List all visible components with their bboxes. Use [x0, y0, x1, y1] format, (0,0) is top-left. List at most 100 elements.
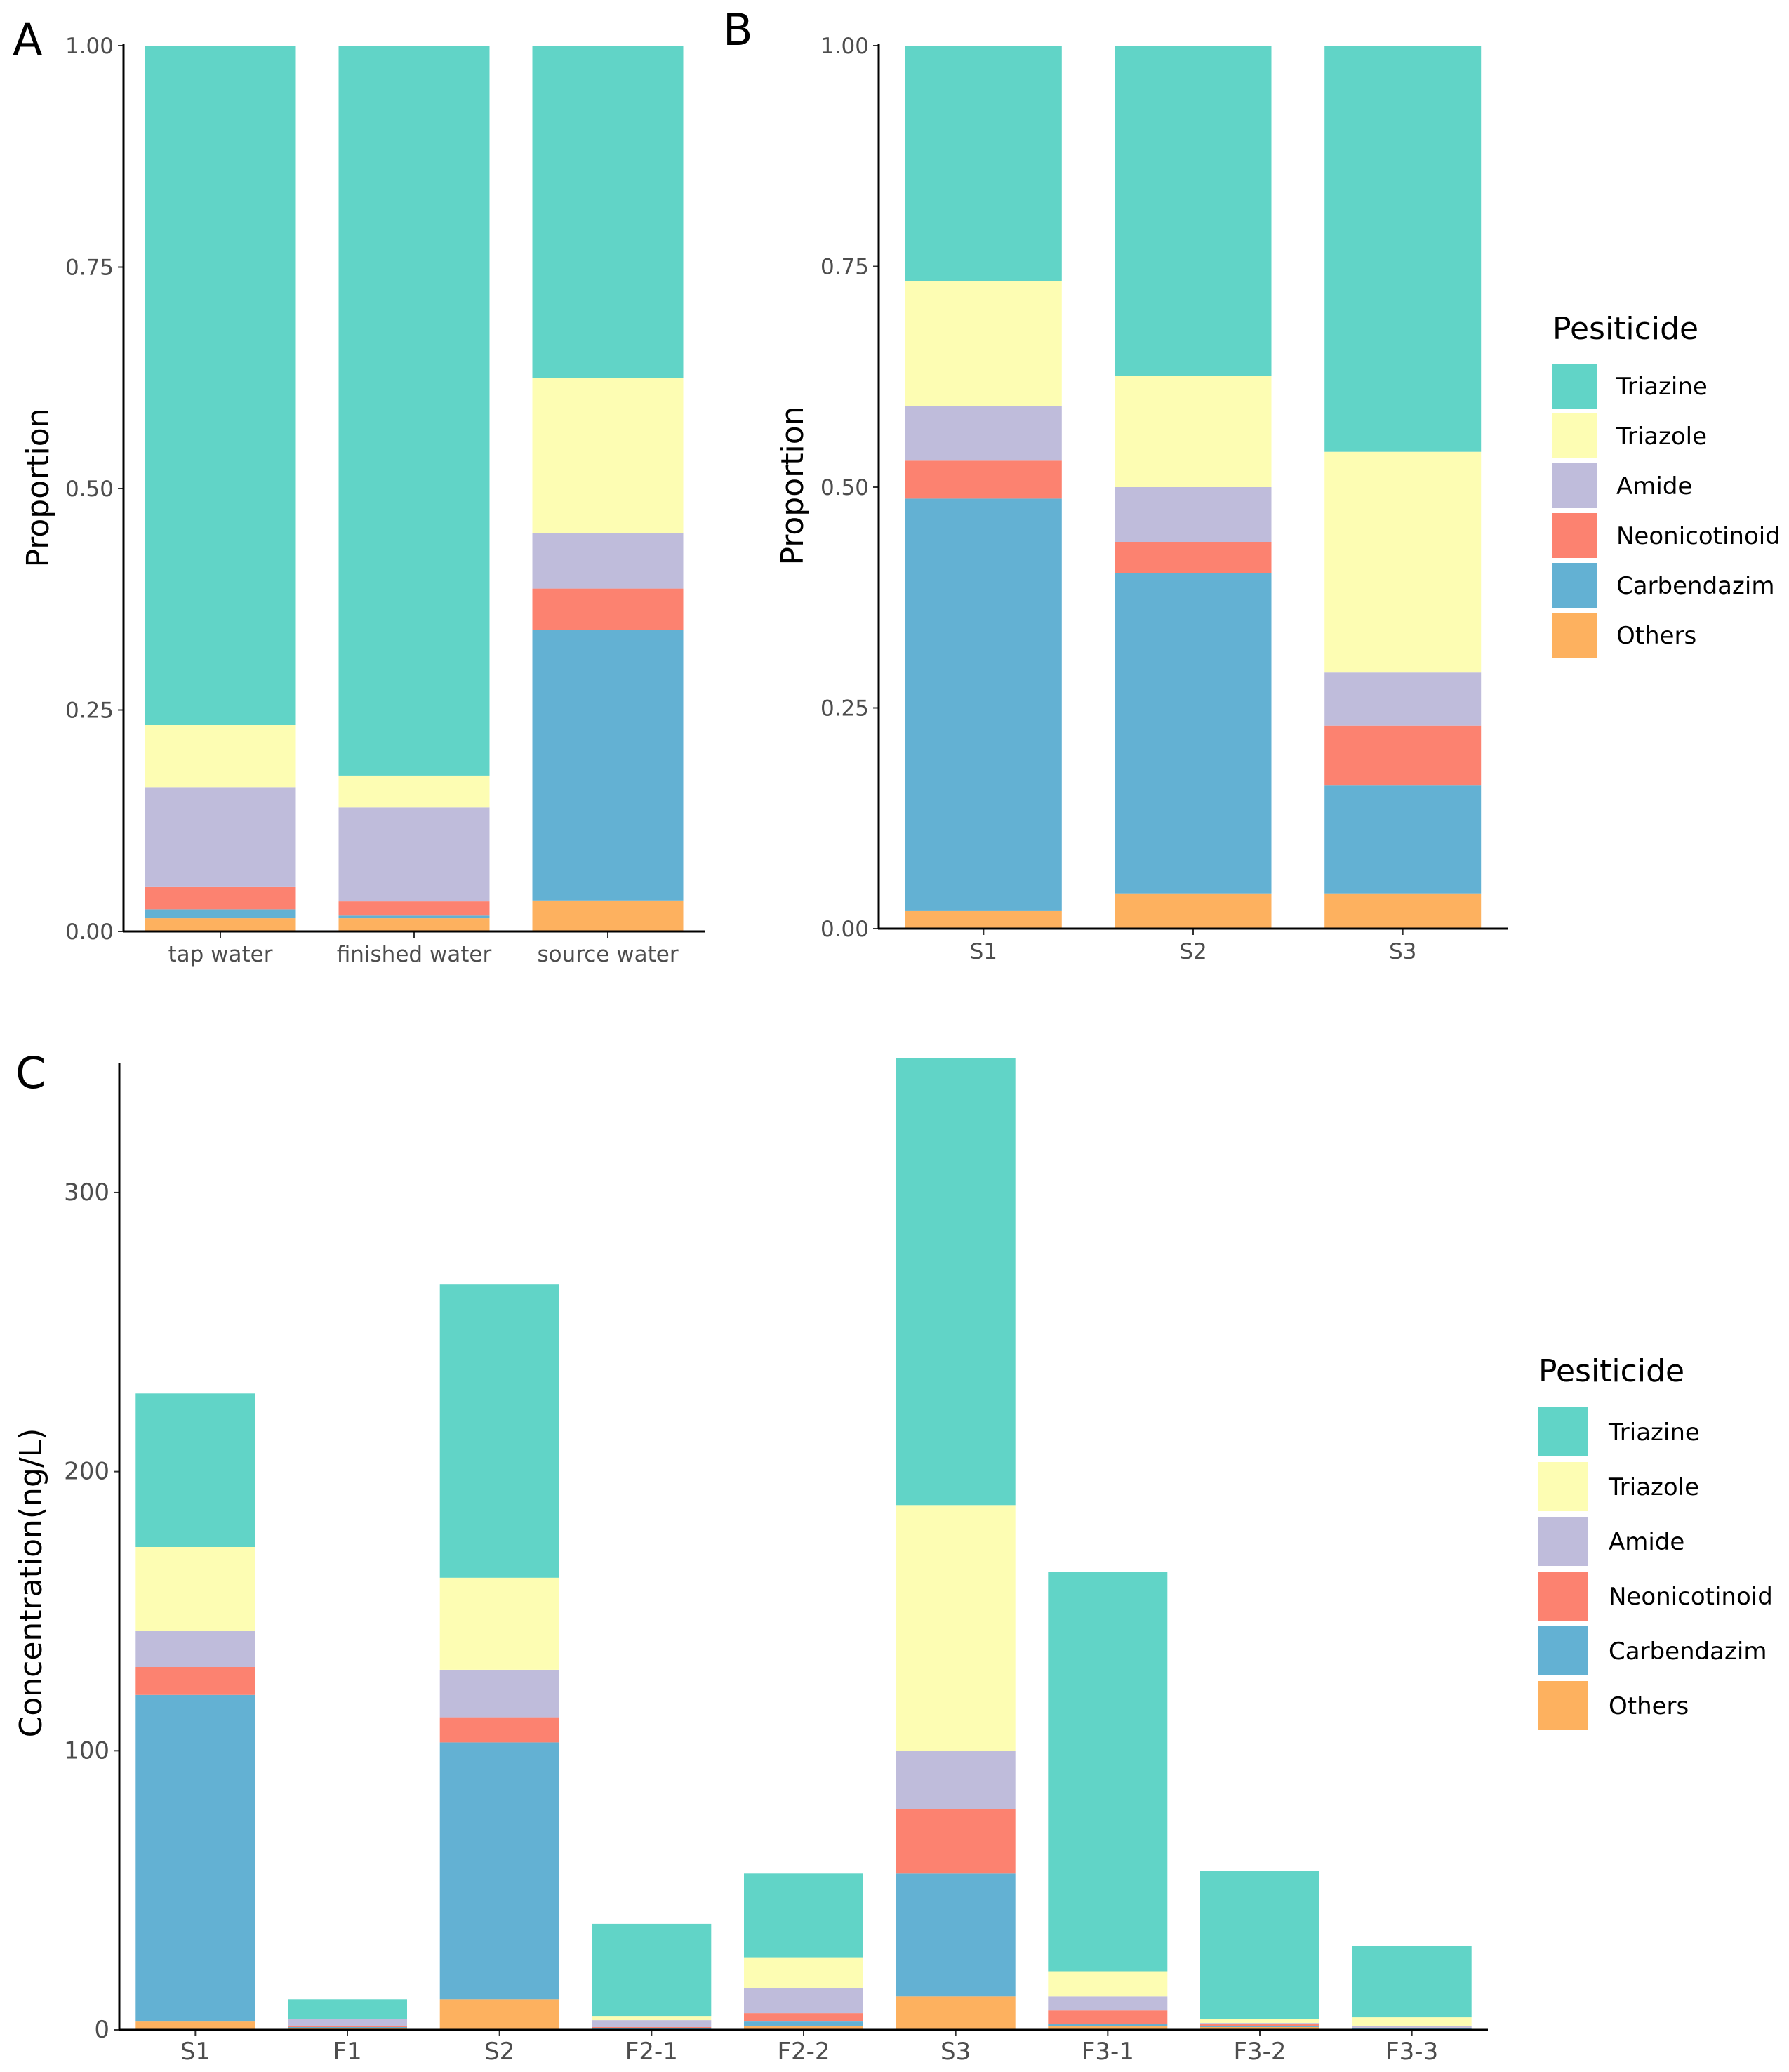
y-tick-label-b-0-75: 0.75	[820, 255, 869, 280]
bar-c-f3-1-triazole	[1048, 1971, 1168, 1997]
bar-c-s2-triazine	[439, 1284, 559, 1578]
y-tick-label-a-0-25: 0.25	[65, 698, 114, 724]
x-tick-label-b-s3: S3	[1389, 939, 1416, 964]
bar-c-f3-2-triazine	[1200, 1871, 1319, 2019]
x-tick-label-c-f3-2: F3-2	[1233, 2038, 1286, 2066]
panel-label-b: B	[723, 4, 753, 55]
legend-label-b-triazole: Triazole	[1616, 423, 1707, 451]
legend-label-c-neonicotinoid: Neonicotinoid	[1609, 1583, 1773, 1611]
bar-c-f3-2-triazole	[1200, 2019, 1319, 2024]
bar-c-f3-1-triazine	[1048, 1572, 1168, 1972]
y-axis-title-a: Proportion	[20, 408, 56, 567]
x-tick-label-a-tap-water: tap water	[168, 942, 272, 967]
x-tick-label-c-f2-2: F2-2	[777, 2038, 830, 2066]
bar-c-f1-neonicotinoid	[288, 2026, 407, 2027]
legend-swatch-b-amide	[1552, 463, 1597, 508]
x-tick-label-b-s2: S2	[1179, 939, 1206, 964]
y-tick-label-b-0-50: 0.50	[820, 475, 869, 500]
bar-b-s2-triazine	[1115, 46, 1272, 376]
legend-c: Pesiticide Triazine Triazole Amide Neonicoti…	[1538, 1353, 1773, 1730]
bar-c-f2-1-triazole	[592, 2016, 712, 2021]
x-tick-label-c-f1: F1	[333, 2038, 361, 2066]
y-tick-label-a-0-75: 0.75	[65, 255, 114, 281]
bar-c-s2-neonicotinoid	[439, 1717, 559, 1743]
bar-c-s1-triazine	[135, 1393, 255, 1547]
bar-c-s2-others	[439, 1999, 559, 2030]
bar-b-s1-carbendazim	[905, 498, 1062, 911]
bar-a-source-water-carbendazim	[532, 630, 684, 901]
bar-a-tap-water-others	[145, 918, 296, 931]
chart-b: S1 S2 S3 0.00 0.25 0.50 0.75 1.00	[820, 34, 1508, 964]
bar-c-f3-2-others	[1200, 2027, 1319, 2030]
bar-c-f3-3-triazole	[1352, 2017, 1472, 2026]
bar-c-f2-2-amide	[744, 1988, 863, 2014]
legend-swatch-c-triazine	[1538, 1407, 1588, 1456]
chart-c: S1 F1 S2 F2-1 F2-2 S3 F3-1 F3-2 F3-3 0 100 200 300	[64, 1058, 1488, 2066]
bar-c-f2-1-neonicotinoid	[592, 2027, 712, 2028]
legend-swatch-b-triazine	[1552, 364, 1597, 409]
legend-label-c-amide: Amide	[1609, 1528, 1684, 1556]
bar-a-finished-water-others	[338, 918, 490, 931]
legend-title-c: Pesiticide	[1538, 1353, 1684, 1389]
legend-swatch-b-carbendazim	[1552, 563, 1597, 608]
y-axis-title-c: Concentration(ng/L)	[13, 1428, 49, 1738]
legend-label-b-triazine: Triazine	[1616, 373, 1708, 401]
chart-a: tap water finished water source water 0.00 0…	[65, 34, 705, 967]
y-tick-label-a-0-00: 0.00	[65, 919, 114, 945]
x-tick-label-c-s2: S2	[484, 2038, 514, 2066]
bar-c-f2-1-amide	[592, 2020, 712, 2027]
legend-swatch-b-neonicotinoid	[1552, 513, 1597, 558]
x-tick-label-c-f3-1: F3-1	[1082, 2038, 1134, 2066]
legend-swatch-c-others	[1538, 1681, 1588, 1730]
bar-a-tap-water-amide	[145, 787, 296, 887]
legend-b: Pesiticide Triazine Triazole Amide Neonicoti…	[1552, 311, 1781, 658]
legend-label-c-triazine: Triazine	[1608, 1419, 1700, 1447]
bar-b-s2-amide	[1115, 487, 1272, 542]
bar-c-f3-1-others	[1048, 2026, 1168, 2030]
legend-swatch-c-carbendazim	[1538, 1626, 1588, 1675]
panel-label-c: C	[15, 1047, 46, 1098]
bar-a-tap-water-neonicotinoid	[145, 886, 296, 910]
bar-c-f3-1-carbendazim	[1048, 2024, 1168, 2026]
bar-a-source-water-triazine	[532, 46, 684, 378]
bar-b-s3-neonicotinoid	[1324, 725, 1482, 786]
bar-c-f3-3-triazine	[1352, 1946, 1472, 2018]
panel-label-a: A	[13, 14, 42, 65]
bar-a-source-water-triazole	[532, 378, 684, 533]
bar-b-s1-others	[905, 910, 1062, 929]
bar-c-s2-triazole	[439, 1577, 559, 1670]
bar-a-finished-water-amide	[338, 807, 490, 902]
y-tick-label-b-0-00: 0.00	[820, 917, 869, 942]
y-tick-label-c-300: 300	[64, 1178, 109, 1207]
bar-a-finished-water-neonicotinoid	[338, 901, 490, 916]
y-tick-label-b-0-25: 0.25	[820, 696, 869, 722]
x-tick-label-c-s3: S3	[940, 2038, 971, 2066]
legend-label-c-others: Others	[1609, 1692, 1689, 1720]
bar-c-s3-others	[896, 1996, 1016, 2030]
bar-c-s1-neonicotinoid	[135, 1667, 255, 1695]
bar-c-f2-1-triazine	[592, 1923, 712, 2017]
bar-a-source-water-others	[532, 900, 684, 931]
bar-c-s3-carbendazim	[896, 1873, 1016, 1997]
bar-c-s3-triazine	[896, 1058, 1016, 1506]
bar-b-s3-amide	[1324, 672, 1482, 726]
bar-b-s2-others	[1115, 893, 1272, 929]
legend-label-b-carbendazim: Carbendazim	[1616, 572, 1774, 600]
x-tick-label-c-f2-1: F2-1	[625, 2038, 678, 2066]
bar-c-f3-2-neonicotinoid	[1200, 2024, 1319, 2026]
legend-label-b-others: Others	[1616, 622, 1696, 650]
bar-c-s1-triazole	[135, 1547, 255, 1631]
bar-a-tap-water-triazole	[145, 725, 296, 788]
bar-b-s1-neonicotinoid	[905, 460, 1062, 499]
bar-c-s3-triazole	[896, 1505, 1016, 1751]
y-tick-label-a-0-50: 0.50	[65, 477, 114, 502]
x-tick-label-a-source-water: source water	[537, 942, 678, 967]
y-tick-label-b-1-00: 1.00	[820, 34, 869, 59]
legend-label-b-amide: Amide	[1616, 472, 1692, 500]
bar-c-f2-2-triazole	[744, 1957, 863, 1988]
x-tick-label-b-s1: S1	[970, 939, 997, 964]
bar-b-s1-amide	[905, 406, 1062, 461]
legend-swatch-b-others	[1552, 613, 1597, 658]
x-tick-label-c-s1: S1	[180, 2038, 211, 2066]
